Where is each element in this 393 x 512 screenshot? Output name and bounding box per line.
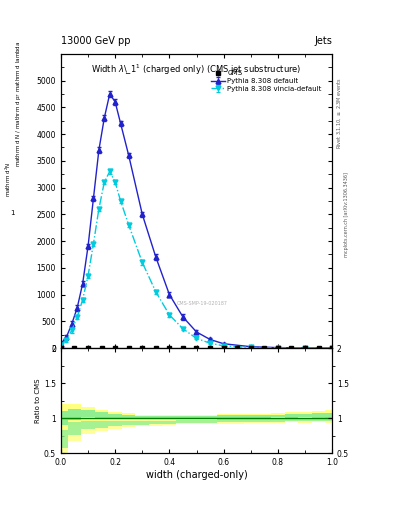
X-axis label: width (charged-only): width (charged-only) xyxy=(146,470,247,480)
Y-axis label: $\mathrm{1 / mathrm\,dN / mathrm\,dp_T\,mathrm\,d\lambda}$: $\mathrm{1 / mathrm\,dN / mathrm\,dp_T\,… xyxy=(0,511,1,512)
Text: 13000 GeV pp: 13000 GeV pp xyxy=(61,36,130,46)
Text: mathrm d N / mathrm d p$_T$ mathrm d lambda: mathrm d N / mathrm d p$_T$ mathrm d lam… xyxy=(14,40,23,167)
Text: Rivet 3.1.10, $\geq$ 2.3M events: Rivet 3.1.10, $\geq$ 2.3M events xyxy=(336,77,343,148)
Text: 1: 1 xyxy=(10,210,14,216)
Text: Jets: Jets xyxy=(314,36,332,46)
Legend: CMS, Pythia 8.308 default, Pythia 8.308 vincia-default: CMS, Pythia 8.308 default, Pythia 8.308 … xyxy=(209,69,323,93)
Text: mcplots.cern.ch [arXiv:1306.3436]: mcplots.cern.ch [arXiv:1306.3436] xyxy=(344,173,349,258)
Text: mathrm d$^2$N: mathrm d$^2$N xyxy=(4,161,13,197)
Text: CMS-SMP-19-020187: CMS-SMP-19-020187 xyxy=(176,302,228,306)
Text: Width $\lambda$\_1$^1$ (charged only) (CMS jet substructure): Width $\lambda$\_1$^1$ (charged only) (C… xyxy=(91,62,302,77)
Y-axis label: Ratio to CMS: Ratio to CMS xyxy=(35,378,41,423)
